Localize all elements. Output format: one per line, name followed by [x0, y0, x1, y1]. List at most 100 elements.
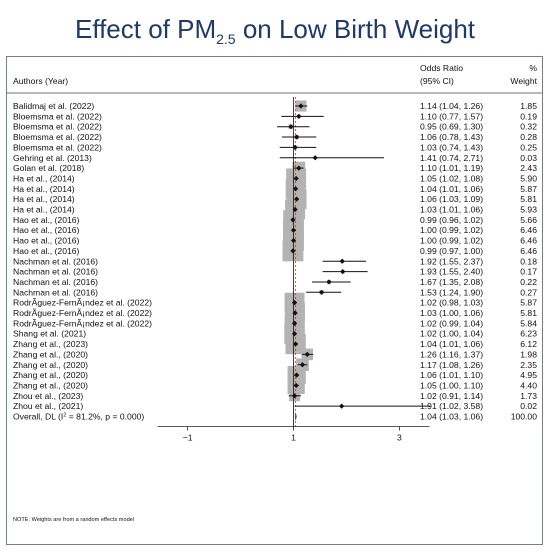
study-label: Ha et al., (2014) [13, 173, 75, 183]
study-weight: 1.98 [520, 349, 537, 359]
overall-label: Overall, DL (I2 = 81.2%, p = 0.000) [13, 412, 144, 422]
study-weight: 2.43 [520, 163, 537, 173]
point-estimate [296, 113, 302, 119]
title-tail: on Low Birth Weight [235, 14, 476, 44]
study-weight: 0.28 [520, 132, 537, 142]
study-ci: 1.06 (0.78, 1.43) [420, 132, 483, 142]
weight-boxes [282, 100, 345, 408]
study-label: Zhou et al., (2023) [13, 391, 83, 401]
study-ci: 1.00 (0.99, 1.02) [420, 236, 483, 246]
study-ci: 1.53 (1.24, 1.90) [420, 287, 483, 297]
study-weight: 6.46 [520, 225, 537, 235]
study-weight: 0.32 [520, 122, 537, 132]
point-estimate [318, 289, 325, 295]
point-estimate [291, 320, 298, 326]
study-label: Ha et al., (2014) [13, 205, 75, 215]
study-ci: 1.06 (1.01, 1.10) [420, 370, 483, 380]
study-label: Bloemsma et al. (2022) [13, 132, 102, 142]
study-label: Zhang et al., (2023) [13, 339, 88, 349]
study-ci: 1.67 (1.35, 2.08) [420, 277, 483, 287]
point-estimate [292, 144, 298, 150]
study-weight: 1.73 [520, 391, 537, 401]
point-estimate [293, 186, 299, 192]
study-weight: 0.02 [520, 401, 537, 411]
study-label: Hao et al., (2016) [13, 236, 80, 246]
chart-title: Effect of PM2.5 on Low Birth Weight [0, 14, 550, 47]
study-ci: 1.03 (1.01, 1.06) [420, 205, 483, 215]
study-label: Golan et al. (2018) [13, 163, 84, 173]
header-or-line1: Odds Ratio [420, 63, 463, 73]
study-weight: 5.81 [520, 194, 537, 204]
x-tick-label: 3 [397, 433, 402, 443]
study-ci: 0.99 (0.97, 1.00) [420, 246, 483, 256]
table-header: Authors (Year) Odds Ratio (95% CI) % Wei… [13, 63, 538, 86]
study-ci: 1.26 (1.16, 1.37) [420, 349, 483, 359]
study-ci: 1.03 (0.74, 1.43) [420, 142, 483, 152]
study-weight: 6.23 [520, 329, 537, 339]
study-label: Zhou et al., (2021) [13, 401, 83, 411]
point-estimate [291, 393, 298, 399]
header-authors: Authors (Year) [13, 76, 68, 86]
study-label: Ha et al., (2014) [13, 184, 75, 194]
overall-row: Overall, DL (I2 = 81.2%, p = 0.000) 1.04 … [13, 412, 537, 422]
study-ci: 1.05 (1.02, 1.08) [420, 173, 483, 183]
title-subscript: 2.5 [216, 31, 236, 47]
study-weight: 4.40 [520, 380, 537, 390]
study-ci: 1.17 (1.08, 1.26) [420, 360, 483, 370]
study-weight: 5.93 [520, 205, 537, 215]
study-weight: 5.81 [520, 308, 537, 318]
study-ci: 1.02 (0.99, 1.04) [420, 318, 483, 328]
study-ci: 1.02 (0.98, 1.03) [420, 298, 483, 308]
study-label: RodrÃguez-FernÃ¡ndez et al. (2022) [13, 308, 152, 318]
point-estimate [293, 341, 299, 347]
study-label: Bloemsma et al. (2022) [13, 111, 102, 121]
point-estimate [304, 351, 310, 357]
study-weight: 5.87 [520, 298, 537, 308]
study-ci: 1.05 (1.00, 1.10) [420, 380, 483, 390]
study-label: Shang et al. (2021) [13, 329, 86, 339]
study-label: Hao et al., (2016) [13, 225, 80, 235]
header-weight-line2: Weight [510, 76, 537, 86]
point-estimate [296, 165, 302, 171]
study-label: RodrÃguez-FernÃ¡ndez et al. (2022) [13, 318, 152, 328]
point-estimate [288, 124, 294, 130]
point-estimate [290, 227, 297, 233]
title-main: Effect of PM [74, 14, 217, 44]
study-label: Nachman et al. (2016) [13, 256, 98, 266]
forest-plot: Authors (Year) Odds Ratio (95% CI) % Wei… [7, 63, 542, 523]
overall-diamond [295, 412, 297, 421]
study-label: Nachman et al. (2016) [13, 267, 98, 277]
study-weight: 0.03 [520, 153, 537, 163]
study-label: RodrÃguez-FernÃ¡ndez et al. (2022) [13, 298, 152, 308]
point-estimate [294, 196, 300, 202]
study-ci: 1.10 (0.77, 1.57) [420, 111, 483, 121]
reference-lines [293, 97, 297, 427]
footnote: NOTE: Weights are from a random effects … [13, 517, 134, 523]
study-label: Hao et al., (2016) [13, 215, 80, 225]
point-estimate [293, 382, 299, 389]
overall-label-post: = 81.2%, p = 0.000) [66, 412, 144, 422]
header-weight-line1: % [529, 63, 537, 73]
study-ci: 1.03 (1.00, 1.06) [420, 308, 483, 318]
study-weight: 5.84 [520, 318, 537, 328]
overall-label-pre: Overall, DL (I [13, 412, 63, 422]
study-ci: 1.14 (1.04, 1.26) [420, 101, 483, 111]
study-weight: 6.46 [520, 236, 537, 246]
point-estimate [294, 372, 300, 378]
study-weight: 2.35 [520, 360, 537, 370]
study-ci: 1.92 (1.55, 2.37) [420, 256, 483, 266]
study-weight: 0.22 [520, 277, 537, 287]
study-label: Balidmaj et al. (2022) [13, 101, 94, 111]
point-estimate [292, 206, 298, 213]
point-estimate [291, 331, 298, 337]
study-label: Hao et al., (2016) [13, 246, 80, 256]
x-tick-label: −1 [183, 433, 193, 443]
study-weight: 0.19 [520, 111, 537, 121]
point-estimate [299, 362, 306, 368]
study-label: Zhang et al., (2020) [13, 380, 88, 390]
study-ci: 1.02 (0.91, 1.14) [420, 391, 483, 401]
point-estimate [339, 258, 345, 264]
point-estimate [339, 403, 345, 409]
study-label: Gehring et al. (2013) [13, 153, 92, 163]
study-ci: 0.99 (0.96, 1.02) [420, 215, 483, 225]
